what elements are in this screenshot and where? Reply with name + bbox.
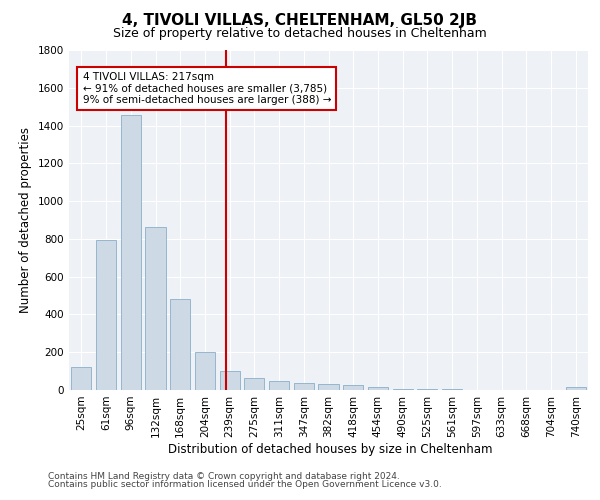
Text: Size of property relative to detached houses in Cheltenham: Size of property relative to detached ho… (113, 28, 487, 40)
Text: 4 TIVOLI VILLAS: 217sqm
← 91% of detached houses are smaller (3,785)
9% of semi-: 4 TIVOLI VILLAS: 217sqm ← 91% of detache… (83, 72, 331, 105)
Bar (121, 115, 141, 390)
Bar (96, 240, 116, 390)
Bar (269, 380, 289, 390)
Bar (244, 378, 265, 390)
Bar (71, 368, 91, 390)
Bar (170, 300, 190, 390)
Bar (392, 389, 413, 390)
Text: 4, TIVOLI VILLAS, CHELTENHAM, GL50 2JB: 4, TIVOLI VILLAS, CHELTENHAM, GL50 2JB (122, 12, 478, 28)
Bar (566, 387, 586, 390)
Bar (195, 352, 215, 390)
Bar (319, 384, 338, 390)
Bar (343, 386, 364, 390)
Y-axis label: Number of detached properties: Number of detached properties (19, 127, 32, 313)
Text: Contains public sector information licensed under the Open Government Licence v3: Contains public sector information licen… (48, 480, 442, 489)
Bar (220, 371, 240, 390)
Bar (293, 384, 314, 390)
Text: Contains HM Land Registry data © Crown copyright and database right 2024.: Contains HM Land Registry data © Crown c… (48, 472, 400, 481)
Bar (145, 226, 166, 390)
Text: Distribution of detached houses by size in Cheltenham: Distribution of detached houses by size … (168, 442, 492, 456)
Bar (417, 389, 437, 390)
Bar (368, 387, 388, 390)
